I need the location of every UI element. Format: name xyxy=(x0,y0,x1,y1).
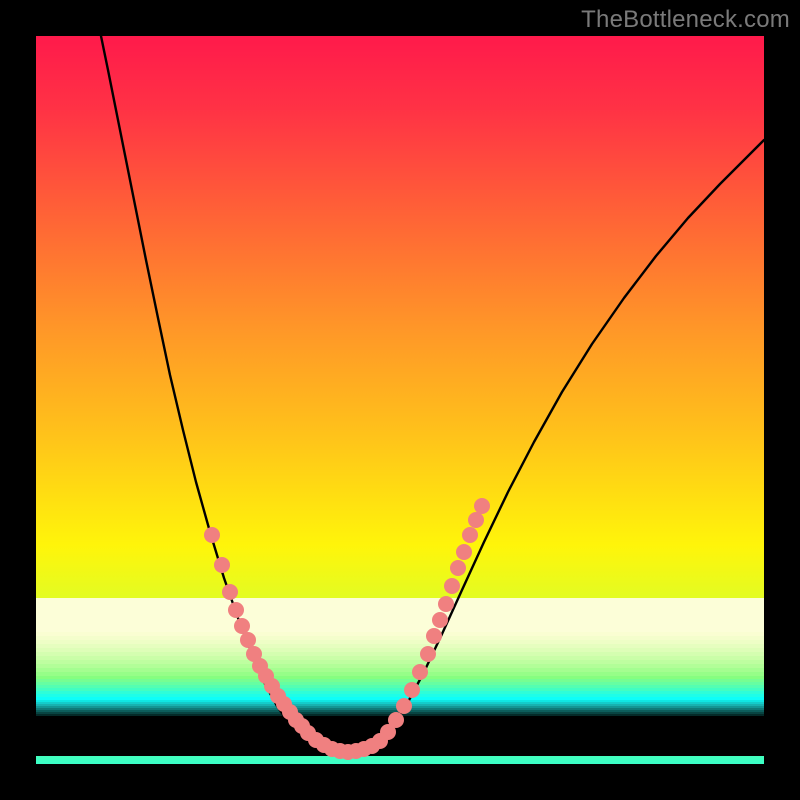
marker-dot xyxy=(438,596,454,612)
marker-dot xyxy=(228,602,244,618)
marker-dot xyxy=(204,527,220,543)
marker-dot xyxy=(468,512,484,528)
marker-dot xyxy=(396,698,412,714)
watermark-text: TheBottleneck.com xyxy=(581,6,790,34)
marker-dot xyxy=(444,578,460,594)
marker-dot xyxy=(222,584,238,600)
marker-dot xyxy=(234,618,250,634)
marker-dot xyxy=(240,632,256,648)
marker-dot xyxy=(404,682,420,698)
marker-dot xyxy=(388,712,404,728)
chart-svg xyxy=(0,0,800,800)
marker-dot xyxy=(426,628,442,644)
marker-dot xyxy=(474,498,490,514)
marker-dot xyxy=(450,560,466,576)
marker-dot xyxy=(432,612,448,628)
marker-dot xyxy=(420,646,436,662)
marker-dot xyxy=(456,544,472,560)
bottom-band xyxy=(36,598,764,756)
marker-dot xyxy=(412,664,428,680)
marker-dot xyxy=(214,557,230,573)
marker-dot xyxy=(462,527,478,543)
